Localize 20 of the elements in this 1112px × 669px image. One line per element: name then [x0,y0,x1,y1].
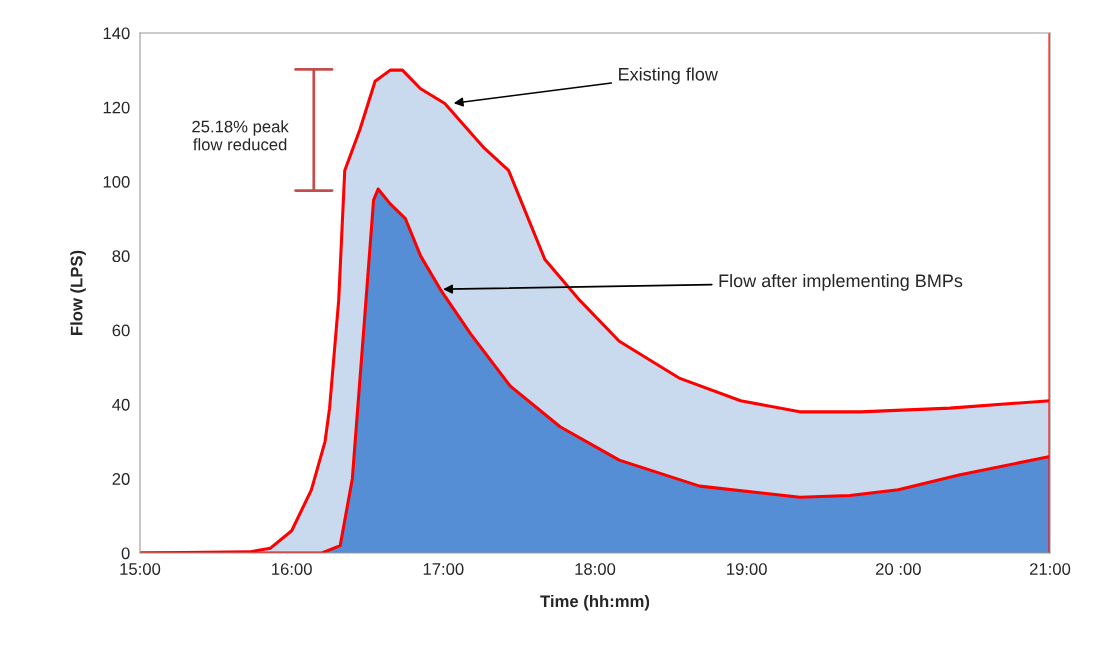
y-tick-label: 40 [112,398,130,411]
x-tick-label: 18:00 [575,563,616,575]
annotation: Flow after implementing BMPs [719,273,963,291]
x-tick-label: 17:00 [423,563,464,575]
x-axis-title: Time (hh:mm) [540,594,650,611]
annotation: Existing flow [619,67,718,85]
y-tick-label: 120 [103,101,130,114]
x-tick-label: 15:00 [120,563,161,575]
annotation: 25.18% peak flow reduced [192,120,289,151]
x-tick-label: 21:00 [1029,563,1071,575]
y-axis-title: Flow (LPS) [70,250,86,335]
x-tick-label: 16:00 [272,563,312,575]
x-tick-label: 19:00 [727,563,767,575]
y-tick-label: 100 [103,175,130,188]
y-tick-label: 60 [112,324,130,337]
x-tick-label: 20 :00 [876,563,921,575]
y-tick-label: 20 [112,473,130,485]
y-tick-label: 80 [112,250,130,263]
y-tick-label: 0 [121,547,130,560]
y-tick-label: 140 [103,27,130,40]
